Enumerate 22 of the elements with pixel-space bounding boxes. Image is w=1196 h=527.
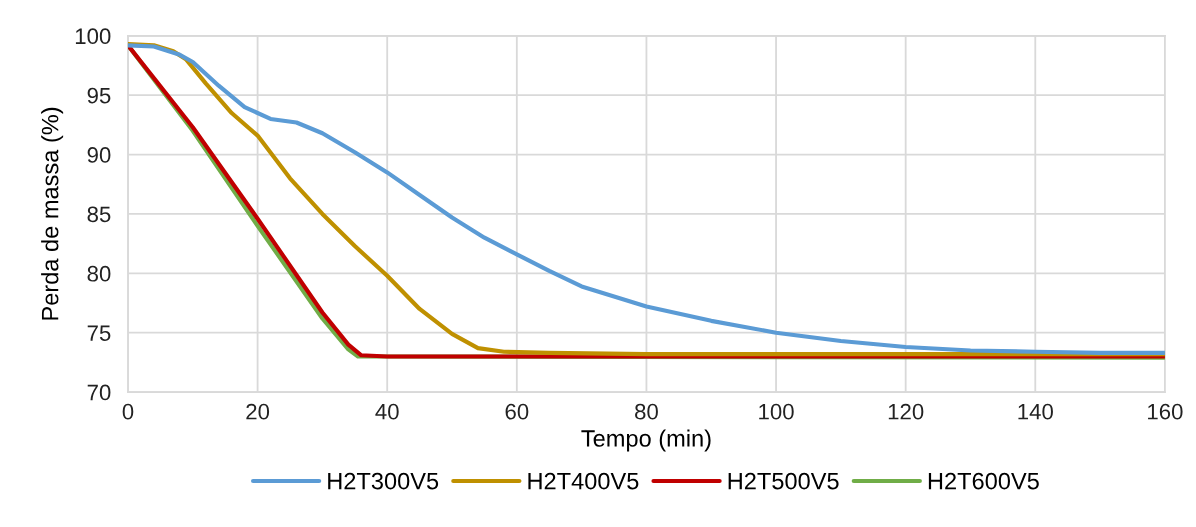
y-tick-label: 90 <box>87 147 111 163</box>
x-axis-title: Tempo (min) <box>581 429 711 452</box>
y-tick-label: 75 <box>87 325 111 341</box>
y-tick-label: 70 <box>87 384 111 401</box>
y-tick-label: 85 <box>87 206 111 223</box>
x-tick-label: 40 <box>375 403 399 420</box>
y-tick-label: 95 <box>87 87 111 104</box>
x-tick-label: 120 <box>888 403 924 420</box>
x-tick-label: 160 <box>1148 403 1183 420</box>
legend-label: H2T600V5 <box>928 472 1039 490</box>
x-tick-label: 140 <box>1018 403 1053 420</box>
y-axis-title: Perda de massa (%) <box>41 107 64 320</box>
y-tick-label: 100 <box>75 28 111 45</box>
x-tick-label: 60 <box>505 403 529 420</box>
legend-label: H2T300V5 <box>328 472 439 490</box>
legend-label: H2T400V5 <box>528 472 639 490</box>
x-tick-label: 100 <box>759 403 794 420</box>
x-tick-label: 0 <box>122 403 134 420</box>
legend-label: H2T500V5 <box>728 472 839 490</box>
x-tick-label: 80 <box>635 403 658 420</box>
y-tick-label: 80 <box>87 265 111 282</box>
x-tick-label: 20 <box>246 403 270 420</box>
